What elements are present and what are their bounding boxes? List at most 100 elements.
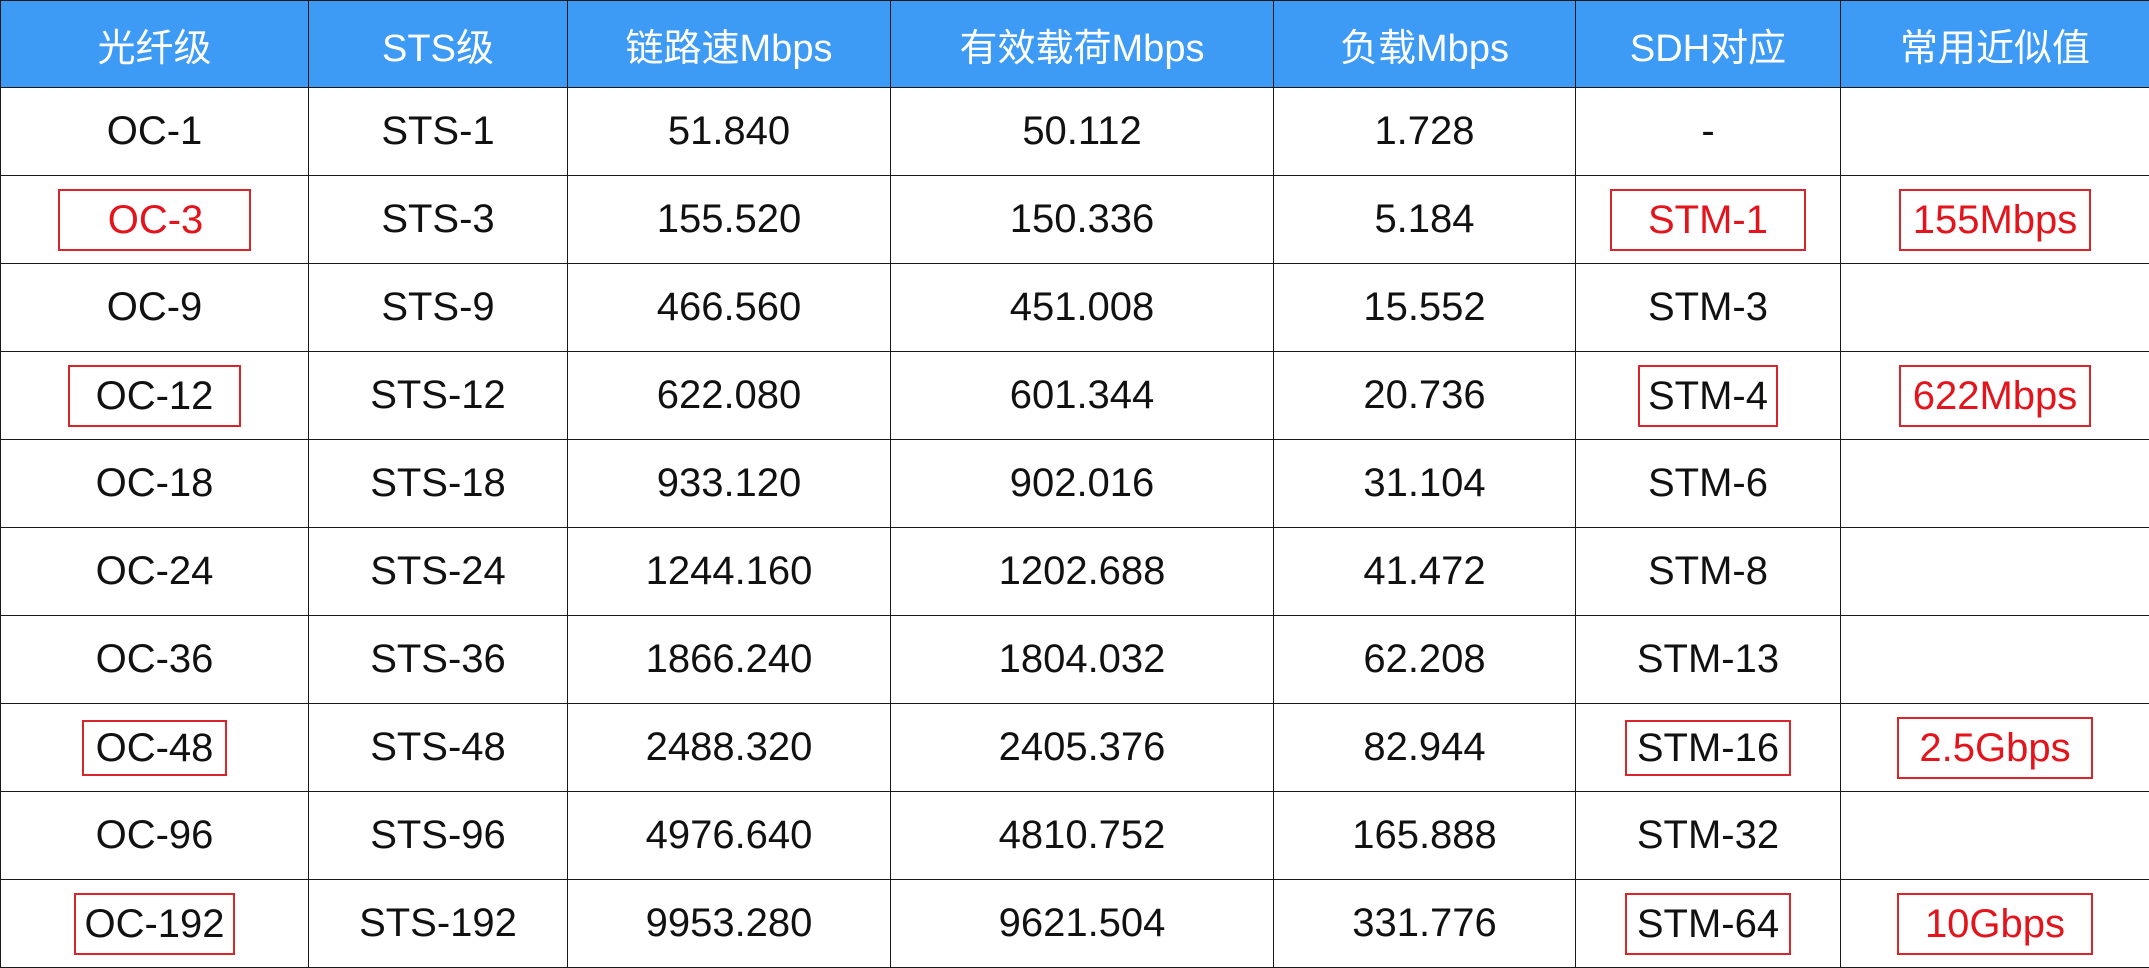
oc-value-boxed: OC-192: [74, 893, 234, 955]
payload-value: 451.008: [1010, 287, 1155, 327]
cell-approx: [1841, 792, 2149, 880]
cell-sts: STS-192: [309, 880, 568, 968]
cell-payload: 50.112: [891, 88, 1274, 176]
cell-oc: OC-96: [1, 792, 309, 880]
cell-sdh: -: [1576, 88, 1841, 176]
cell-sts: STS-18: [309, 440, 568, 528]
cell-overhead: 165.888: [1274, 792, 1576, 880]
cell-link: 466.560: [568, 264, 891, 352]
cell-link: 155.520: [568, 176, 891, 264]
cell-oc: OC-12: [1, 352, 309, 440]
cell-overhead: 20.736: [1274, 352, 1576, 440]
sdh-value: STM-6: [1648, 463, 1768, 503]
cell-sts: STS-96: [309, 792, 568, 880]
cell-approx: [1841, 440, 2149, 528]
table-row: OC-36 STS-36 1866.240 1804.032 62.208 ST…: [1, 616, 2149, 704]
oc-value: OC-18: [96, 463, 214, 503]
sts-value: STS-1: [381, 111, 494, 151]
header-row: 光纤级 STS级 链路速Mbps 有效载荷Mbps 负载Mbps SDH对应 常…: [1, 1, 2149, 88]
payload-value: 1804.032: [999, 639, 1166, 679]
overhead-value: 165.888: [1352, 815, 1497, 855]
cell-sts: STS-24: [309, 528, 568, 616]
table-body: OC-1 STS-1 51.840 50.112 1.728 - OC-3 ST…: [1, 88, 2149, 968]
sts-value: STS-12: [370, 375, 506, 415]
payload-value: 1202.688: [999, 551, 1166, 591]
cell-approx: 10Gbps: [1841, 880, 2149, 968]
cell-sts: STS-3: [309, 176, 568, 264]
header-overhead-rate: 负载Mbps: [1274, 1, 1576, 88]
header-sdh-equivalent: SDH对应: [1576, 1, 1841, 88]
cell-oc: OC-3: [1, 176, 309, 264]
approx-value-highlighted: 155Mbps: [1899, 189, 2092, 251]
oc-value: OC-96: [96, 815, 214, 855]
sdh-value-boxed: STM-4: [1638, 365, 1778, 427]
payload-value: 150.336: [1010, 199, 1155, 239]
header-common-approx: 常用近似值: [1841, 1, 2149, 88]
sdh-value: STM-32: [1637, 815, 1779, 855]
oc-value: OC-9: [107, 287, 203, 327]
sdh-value: STM-8: [1648, 551, 1768, 591]
cell-payload: 1202.688: [891, 528, 1274, 616]
cell-sts: STS-36: [309, 616, 568, 704]
cell-sdh: STM-64: [1576, 880, 1841, 968]
overhead-value: 82.944: [1363, 727, 1485, 767]
cell-approx: 622Mbps: [1841, 352, 2149, 440]
cell-oc: OC-18: [1, 440, 309, 528]
sts-value: STS-9: [381, 287, 494, 327]
cell-overhead: 5.184: [1274, 176, 1576, 264]
overhead-value: 41.472: [1363, 551, 1485, 591]
cell-payload: 2405.376: [891, 704, 1274, 792]
table-row: OC-3 STS-3 155.520 150.336 5.184 STM-1 1…: [1, 176, 2149, 264]
cell-link: 51.840: [568, 88, 891, 176]
table-row: OC-9 STS-9 466.560 451.008 15.552 STM-3: [1, 264, 2149, 352]
table-row: OC-1 STS-1 51.840 50.112 1.728 -: [1, 88, 2149, 176]
sdh-value-boxed: STM-16: [1625, 720, 1791, 776]
approx-value-highlighted: 10Gbps: [1897, 893, 2093, 955]
sts-value: STS-18: [370, 463, 506, 503]
sts-value: STS-192: [359, 903, 517, 943]
cell-payload: 150.336: [891, 176, 1274, 264]
payload-value: 9621.504: [999, 903, 1166, 943]
sdh-value-highlighted: STM-1: [1610, 189, 1806, 251]
table-row: OC-96 STS-96 4976.640 4810.752 165.888 S…: [1, 792, 2149, 880]
cell-approx: [1841, 616, 2149, 704]
oc-value: OC-24: [96, 551, 214, 591]
cell-overhead: 331.776: [1274, 880, 1576, 968]
cell-link: 1244.160: [568, 528, 891, 616]
cell-sdh: STM-6: [1576, 440, 1841, 528]
cell-link: 9953.280: [568, 880, 891, 968]
cell-link: 1866.240: [568, 616, 891, 704]
sts-value: STS-24: [370, 551, 506, 591]
sdh-value: STM-3: [1648, 287, 1768, 327]
sdh-value-boxed: STM-64: [1625, 893, 1791, 955]
sts-value: STS-3: [381, 199, 494, 239]
cell-oc: OC-36: [1, 616, 309, 704]
cell-sdh: STM-3: [1576, 264, 1841, 352]
cell-approx: 2.5Gbps: [1841, 704, 2149, 792]
payload-value: 50.112: [1022, 111, 1141, 151]
link-value: 9953.280: [646, 903, 813, 943]
cell-overhead: 62.208: [1274, 616, 1576, 704]
cell-overhead: 15.552: [1274, 264, 1576, 352]
overhead-value: 1.728: [1374, 111, 1474, 151]
cell-payload: 1804.032: [891, 616, 1274, 704]
link-value: 4976.640: [646, 815, 813, 855]
sts-value: STS-36: [370, 639, 506, 679]
cell-payload: 4810.752: [891, 792, 1274, 880]
cell-approx: [1841, 88, 2149, 176]
approx-value-highlighted: 622Mbps: [1899, 365, 2092, 427]
sdh-value: -: [1701, 111, 1714, 151]
link-value: 622.080: [657, 375, 802, 415]
table-row: OC-18 STS-18 933.120 902.016 31.104 STM-…: [1, 440, 2149, 528]
cell-approx: [1841, 264, 2149, 352]
cell-link: 4976.640: [568, 792, 891, 880]
cell-oc: OC-48: [1, 704, 309, 792]
cell-oc: OC-1: [1, 88, 309, 176]
cell-approx: 155Mbps: [1841, 176, 2149, 264]
cell-sdh: STM-8: [1576, 528, 1841, 616]
cell-payload: 9621.504: [891, 880, 1274, 968]
payload-value: 601.344: [1010, 375, 1155, 415]
cell-overhead: 31.104: [1274, 440, 1576, 528]
oc-value-boxed: OC-12: [68, 365, 242, 427]
